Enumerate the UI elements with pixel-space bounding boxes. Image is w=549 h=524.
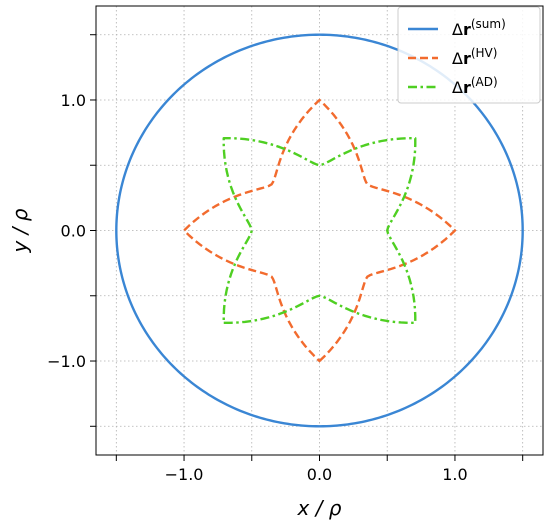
ticks: −1.0 0.0 1.0 −1.0 0.0 1.0 — [47, 34, 524, 484]
series-line-1 — [182, 98, 457, 363]
x-axis-label: x / ρ — [297, 496, 342, 520]
y-tick-label: 0.0 — [61, 222, 86, 241]
legend-label-1: Δr(HV) — [452, 46, 497, 68]
legend: Δr(sum) Δr(HV) Δr(AD) — [397, 6, 541, 104]
x-tick-label: 1.0 — [442, 465, 467, 484]
legend-box — [397, 6, 541, 104]
legend-label-2: Δr(AD) — [452, 75, 498, 97]
legend-label-0: Δr(sum) — [452, 17, 506, 39]
x-tick-label: 0.0 — [307, 465, 332, 484]
y-tick-label: −1.0 — [47, 352, 86, 371]
series-line-2 — [222, 137, 417, 324]
y-axis-label: y / ρ — [8, 208, 32, 253]
x-tick-label: −1.0 — [165, 465, 204, 484]
y-tick-label: 1.0 — [61, 91, 86, 110]
